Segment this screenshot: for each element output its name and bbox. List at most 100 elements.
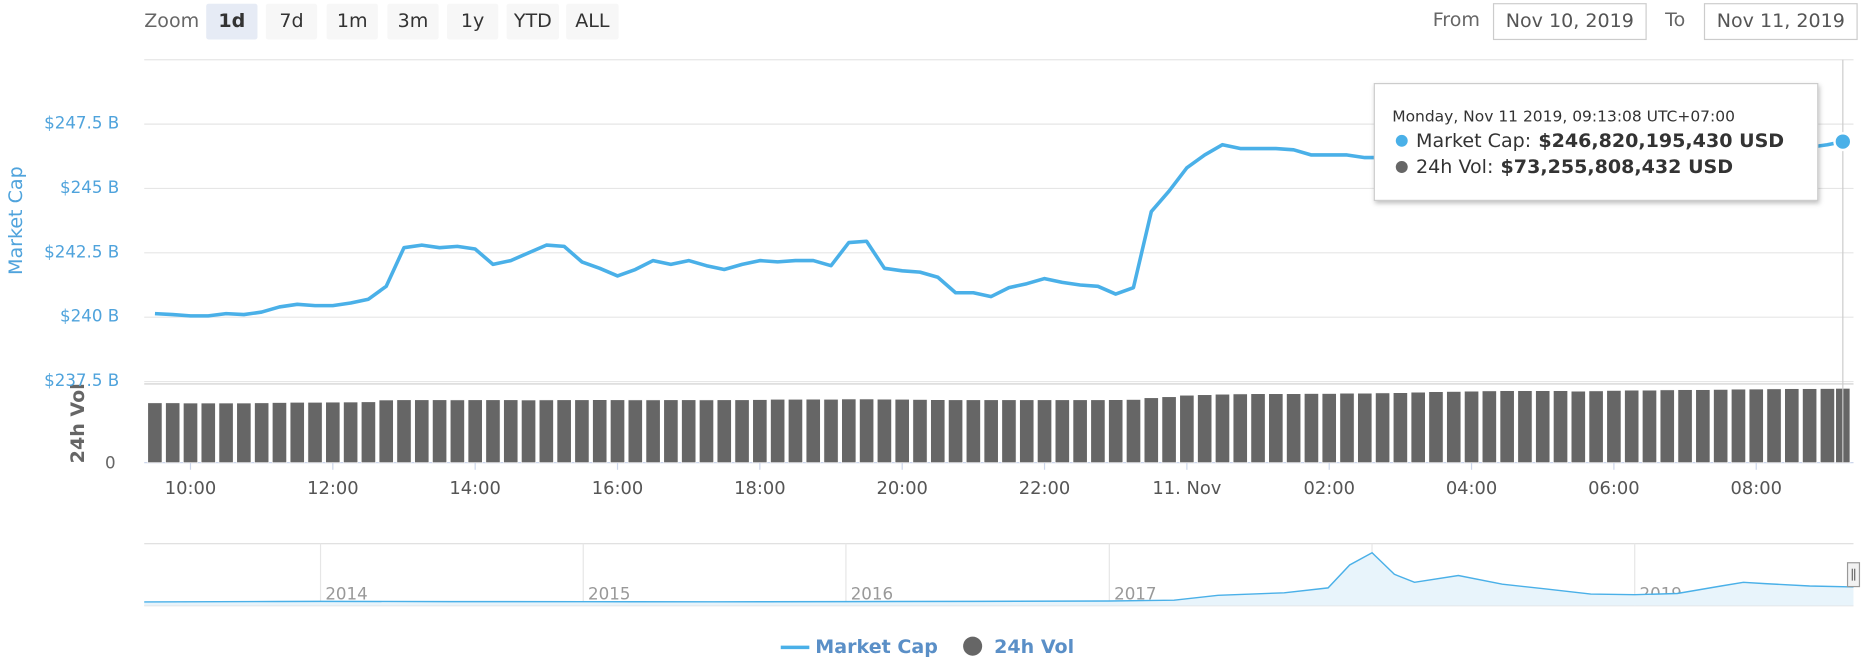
volume-bar <box>1126 399 1141 463</box>
legend-label[interactable]: 24h Vol <box>994 636 1074 658</box>
volume-bar <box>805 398 821 463</box>
to-value[interactable]: Nov 11, 2019 <box>1717 10 1845 32</box>
volume-bar <box>1357 392 1373 463</box>
volume-bar <box>432 399 448 463</box>
zoom-button[interactable]: 3m <box>387 3 439 40</box>
volume-bar <box>1108 399 1124 463</box>
zoom-button-label[interactable]: 1y <box>461 10 484 32</box>
zoom-button-bg[interactable] <box>506 3 560 40</box>
navigator-tick-label: 2014 <box>325 584 367 603</box>
volume-bar <box>716 399 732 463</box>
zoom-button-label[interactable]: 7d <box>279 10 303 32</box>
volume-bar <box>859 398 875 463</box>
volume-bar <box>307 402 323 463</box>
volume-bar <box>1410 391 1426 463</box>
zoom-button-label[interactable]: ALL <box>575 10 610 32</box>
volume-bar <box>1215 393 1230 463</box>
x-tick-label: 14:00 <box>449 478 500 499</box>
legend-label[interactable]: Market Cap <box>815 636 938 658</box>
navigator-tick-label: 2017 <box>1114 584 1156 603</box>
zoom-button[interactable]: YTD <box>506 3 560 40</box>
zoom-button[interactable]: 1y <box>446 3 499 40</box>
x-tick-label: 12:00 <box>307 478 358 499</box>
volume-bar <box>200 402 216 463</box>
zoom-button-bg[interactable] <box>265 3 318 40</box>
volume-bar <box>1339 392 1355 463</box>
legend-swatch[interactable] <box>963 636 983 656</box>
plot: $237.5 B $240 B $242.5 B $245 B $247.5 B 0 10:… <box>44 59 1861 607</box>
volume-bar <box>1392 392 1408 463</box>
zoom-button-bg[interactable] <box>446 3 499 40</box>
volume-bar <box>360 401 376 463</box>
from-input[interactable] <box>1492 3 1647 41</box>
tooltip-value: $246,820,195,430 USD <box>1538 129 1784 151</box>
zoom-button[interactable]: 1d <box>206 3 258 40</box>
x-tick-label: 02:00 <box>1303 478 1354 499</box>
navigator-line <box>144 551 1854 603</box>
volume-bar <box>699 399 714 463</box>
zoom-button-bg[interactable] <box>566 3 619 40</box>
from-value[interactable]: Nov 10, 2019 <box>1506 10 1634 32</box>
volume-bar <box>1481 390 1497 463</box>
volume-bar <box>1286 393 1302 463</box>
zoom-button-label[interactable]: 1m <box>337 10 368 32</box>
y2-axis-title: 24h Vol <box>67 383 89 463</box>
volume-bar <box>841 398 857 463</box>
x-tick-label: 16:00 <box>592 478 643 499</box>
x-tick-label: 11. Nov <box>1152 478 1221 499</box>
volume-bar <box>1161 396 1177 463</box>
zoom-button-label[interactable]: 3m <box>398 10 429 32</box>
legend: Market Cap 24h Vol <box>780 636 1074 658</box>
volume-bar <box>556 399 572 463</box>
legend-item[interactable]: 24h Vol <box>963 636 1074 658</box>
volume-bar <box>610 399 625 463</box>
volume-bar <box>1588 390 1604 463</box>
zoom-button[interactable]: 7d <box>265 3 318 40</box>
volume-bar <box>1143 397 1159 463</box>
tooltip-row: Market Cap: $246,820,195,430 USD <box>1416 129 1784 151</box>
volume-bar <box>788 398 803 463</box>
x-tick-label: 20:00 <box>876 478 927 499</box>
volume-bar <box>325 401 341 463</box>
x-tick-label: 10:00 <box>165 478 216 499</box>
volume-bar <box>1304 393 1319 463</box>
zoom-button-bg[interactable] <box>206 3 258 40</box>
from-label: From <box>1433 9 1480 31</box>
volume-bar <box>503 399 519 463</box>
zoom-button-bg[interactable] <box>387 3 439 40</box>
volume-bar <box>930 399 946 463</box>
navigator-tick-label: 2015 <box>588 584 630 603</box>
volume-bar <box>449 399 465 463</box>
volume-bar <box>1428 391 1444 463</box>
y-tick-label: $247.5 B <box>44 114 119 133</box>
volume-bar <box>663 399 679 463</box>
zoom-button-bg[interactable] <box>326 3 378 40</box>
zoom-button-label[interactable]: 1d <box>218 10 245 32</box>
y-axis-title: Market Cap <box>5 166 27 275</box>
volume-bar <box>467 399 483 463</box>
volume-bar <box>1375 392 1391 463</box>
volume-bar <box>521 399 536 463</box>
navigator-handle[interactable] <box>1846 562 1861 588</box>
tooltip-value: $73,255,808,432 USD <box>1501 156 1734 178</box>
volume-bar <box>1446 391 1462 463</box>
zoom-button[interactable]: ALL <box>566 3 619 40</box>
y-tick-label: $240 B <box>60 307 119 326</box>
volume-bar <box>1037 399 1052 463</box>
to-input[interactable] <box>1703 3 1858 41</box>
volume-bar <box>1535 390 1551 463</box>
volume-bar <box>1232 393 1248 463</box>
volume-bar <box>1819 388 1835 463</box>
legend-item[interactable]: Market Cap <box>780 636 938 658</box>
x-tick-label: 06:00 <box>1588 478 1639 499</box>
navigator-area <box>144 552 1854 606</box>
volume-bar <box>147 402 163 463</box>
volume-bar <box>1695 389 1711 463</box>
volume-bar <box>183 402 198 463</box>
volume-bar <box>378 399 394 463</box>
zoom-button-label[interactable]: YTD <box>513 10 552 32</box>
volume-bar <box>272 402 287 463</box>
volume-bar <box>1321 393 1337 463</box>
zoom-button[interactable]: 1m <box>326 3 378 40</box>
volume-bar <box>823 398 839 463</box>
